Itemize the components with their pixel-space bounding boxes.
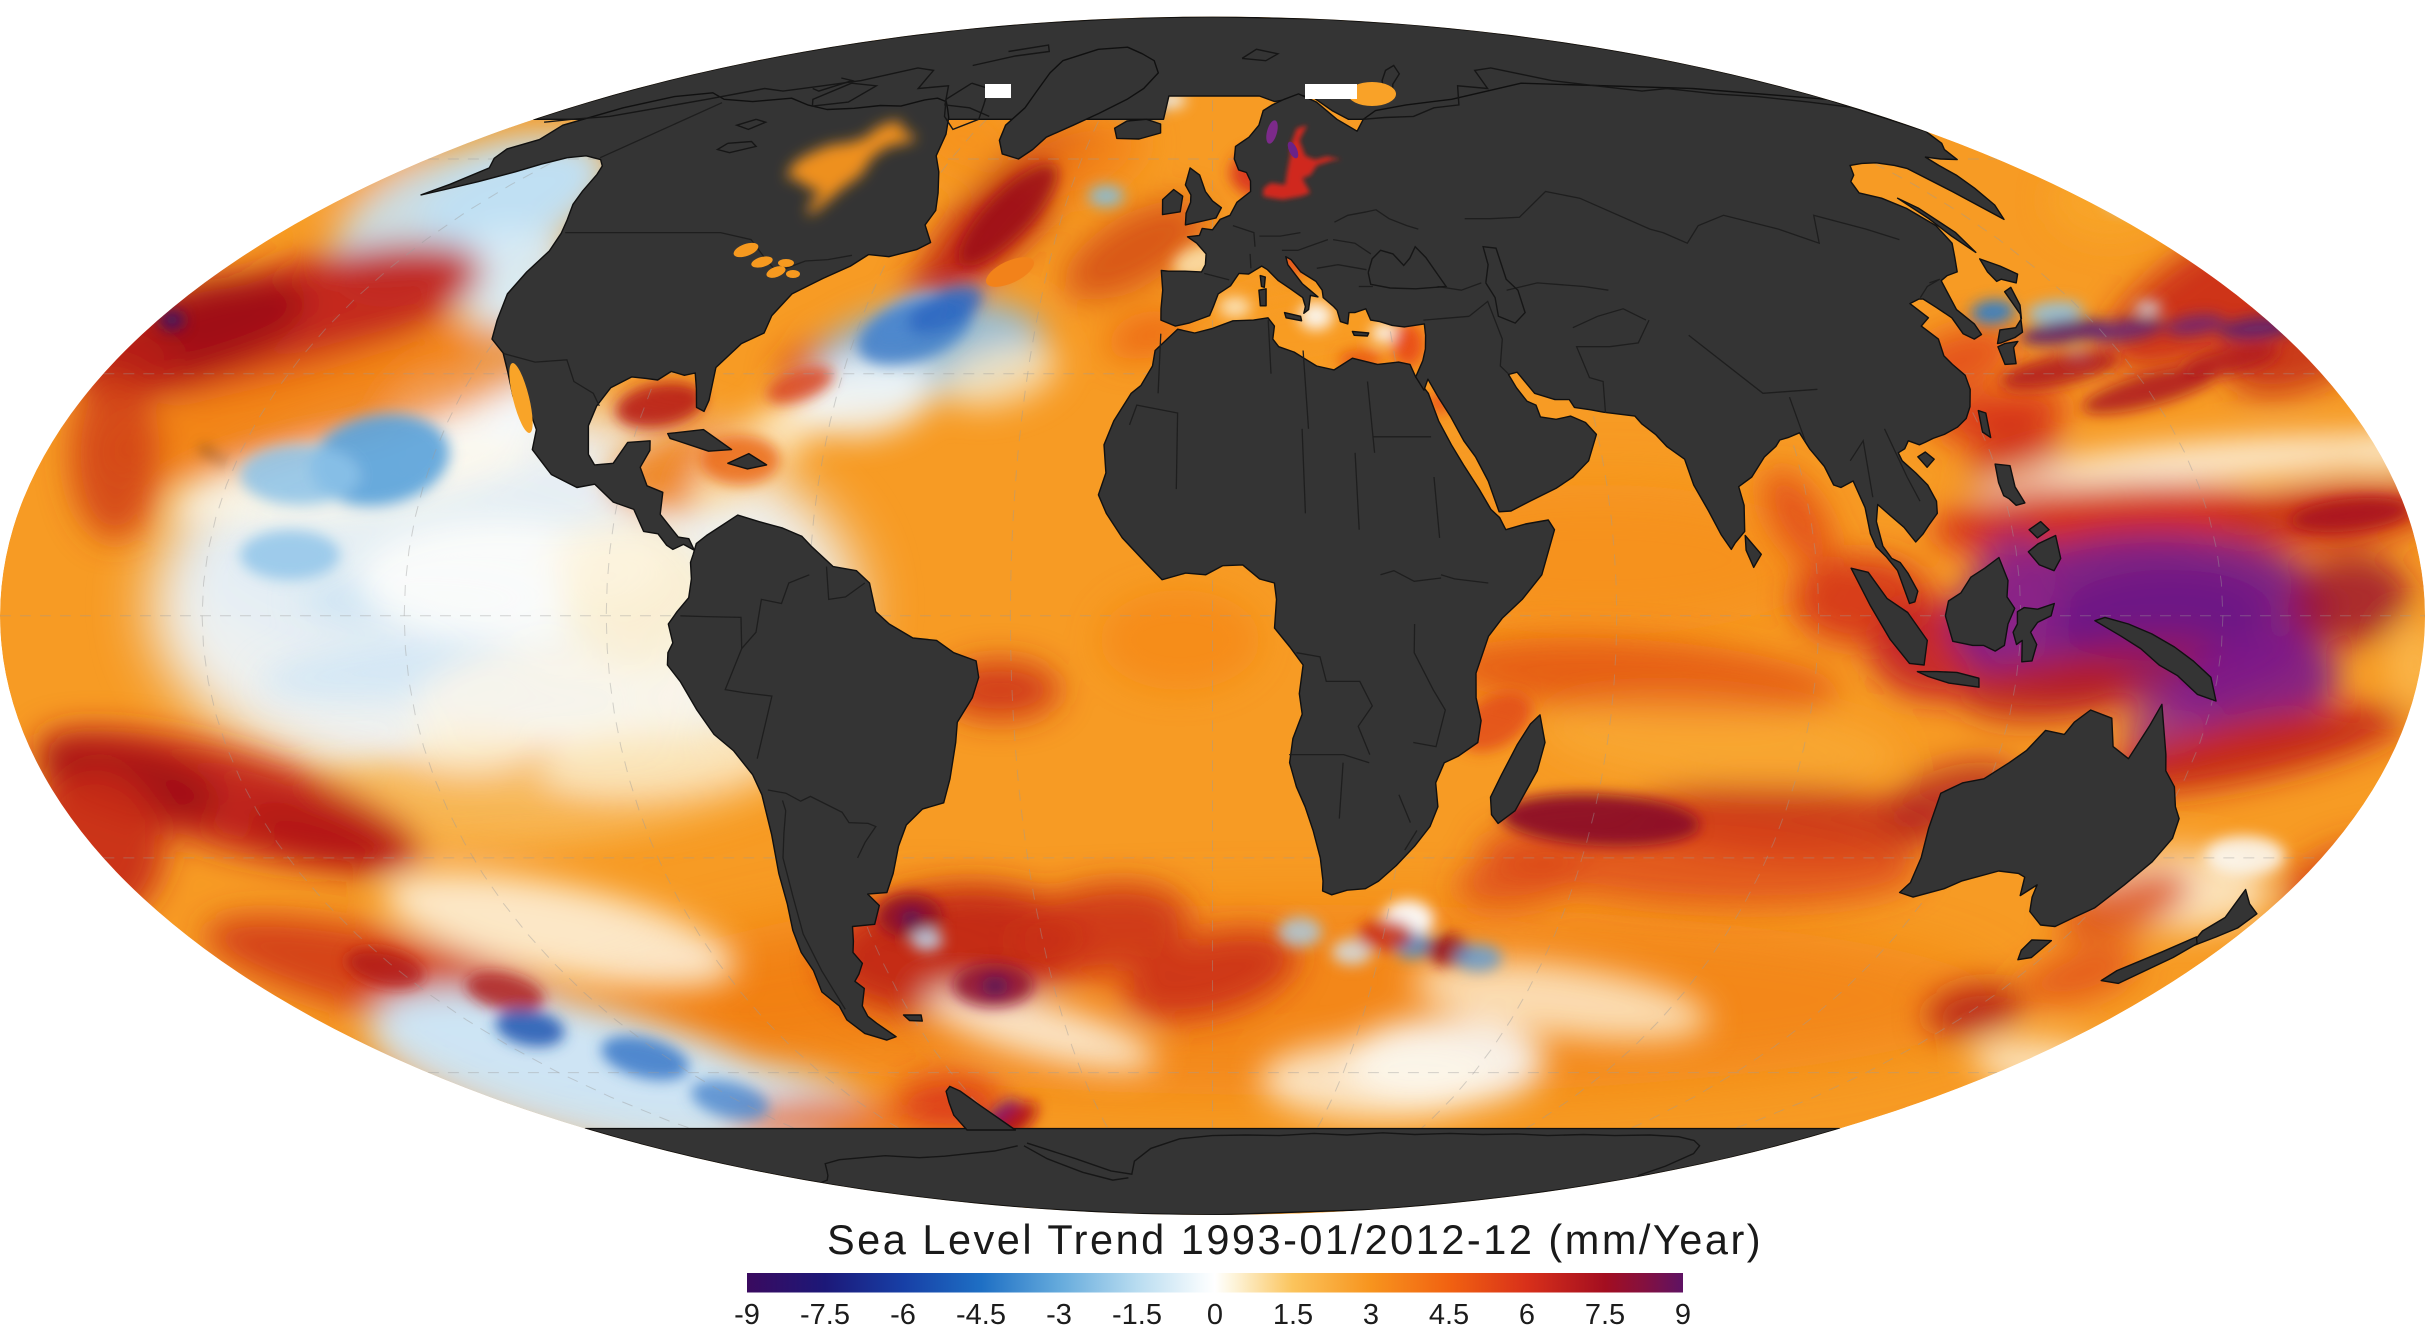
svg-text:4.5: 4.5	[1429, 1299, 1469, 1331]
svg-text:0: 0	[1207, 1299, 1223, 1331]
svg-text:7.5: 7.5	[1585, 1299, 1625, 1331]
svg-text:1.5: 1.5	[1273, 1299, 1313, 1331]
svg-text:-9: -9	[734, 1299, 760, 1331]
svg-text:-7.5: -7.5	[800, 1299, 850, 1331]
svg-text:Sea Level Trend 1993-01/2012-1: Sea Level Trend 1993-01/2012-12 (mm/Year…	[827, 1216, 1763, 1263]
svg-text:-3: -3	[1046, 1299, 1072, 1331]
svg-text:9: 9	[1675, 1299, 1691, 1331]
svg-text:-1.5: -1.5	[1112, 1299, 1162, 1331]
svg-text:3: 3	[1363, 1299, 1379, 1331]
svg-text:6: 6	[1519, 1299, 1535, 1331]
svg-text:-4.5: -4.5	[956, 1299, 1006, 1331]
svg-text:-6: -6	[890, 1299, 916, 1331]
